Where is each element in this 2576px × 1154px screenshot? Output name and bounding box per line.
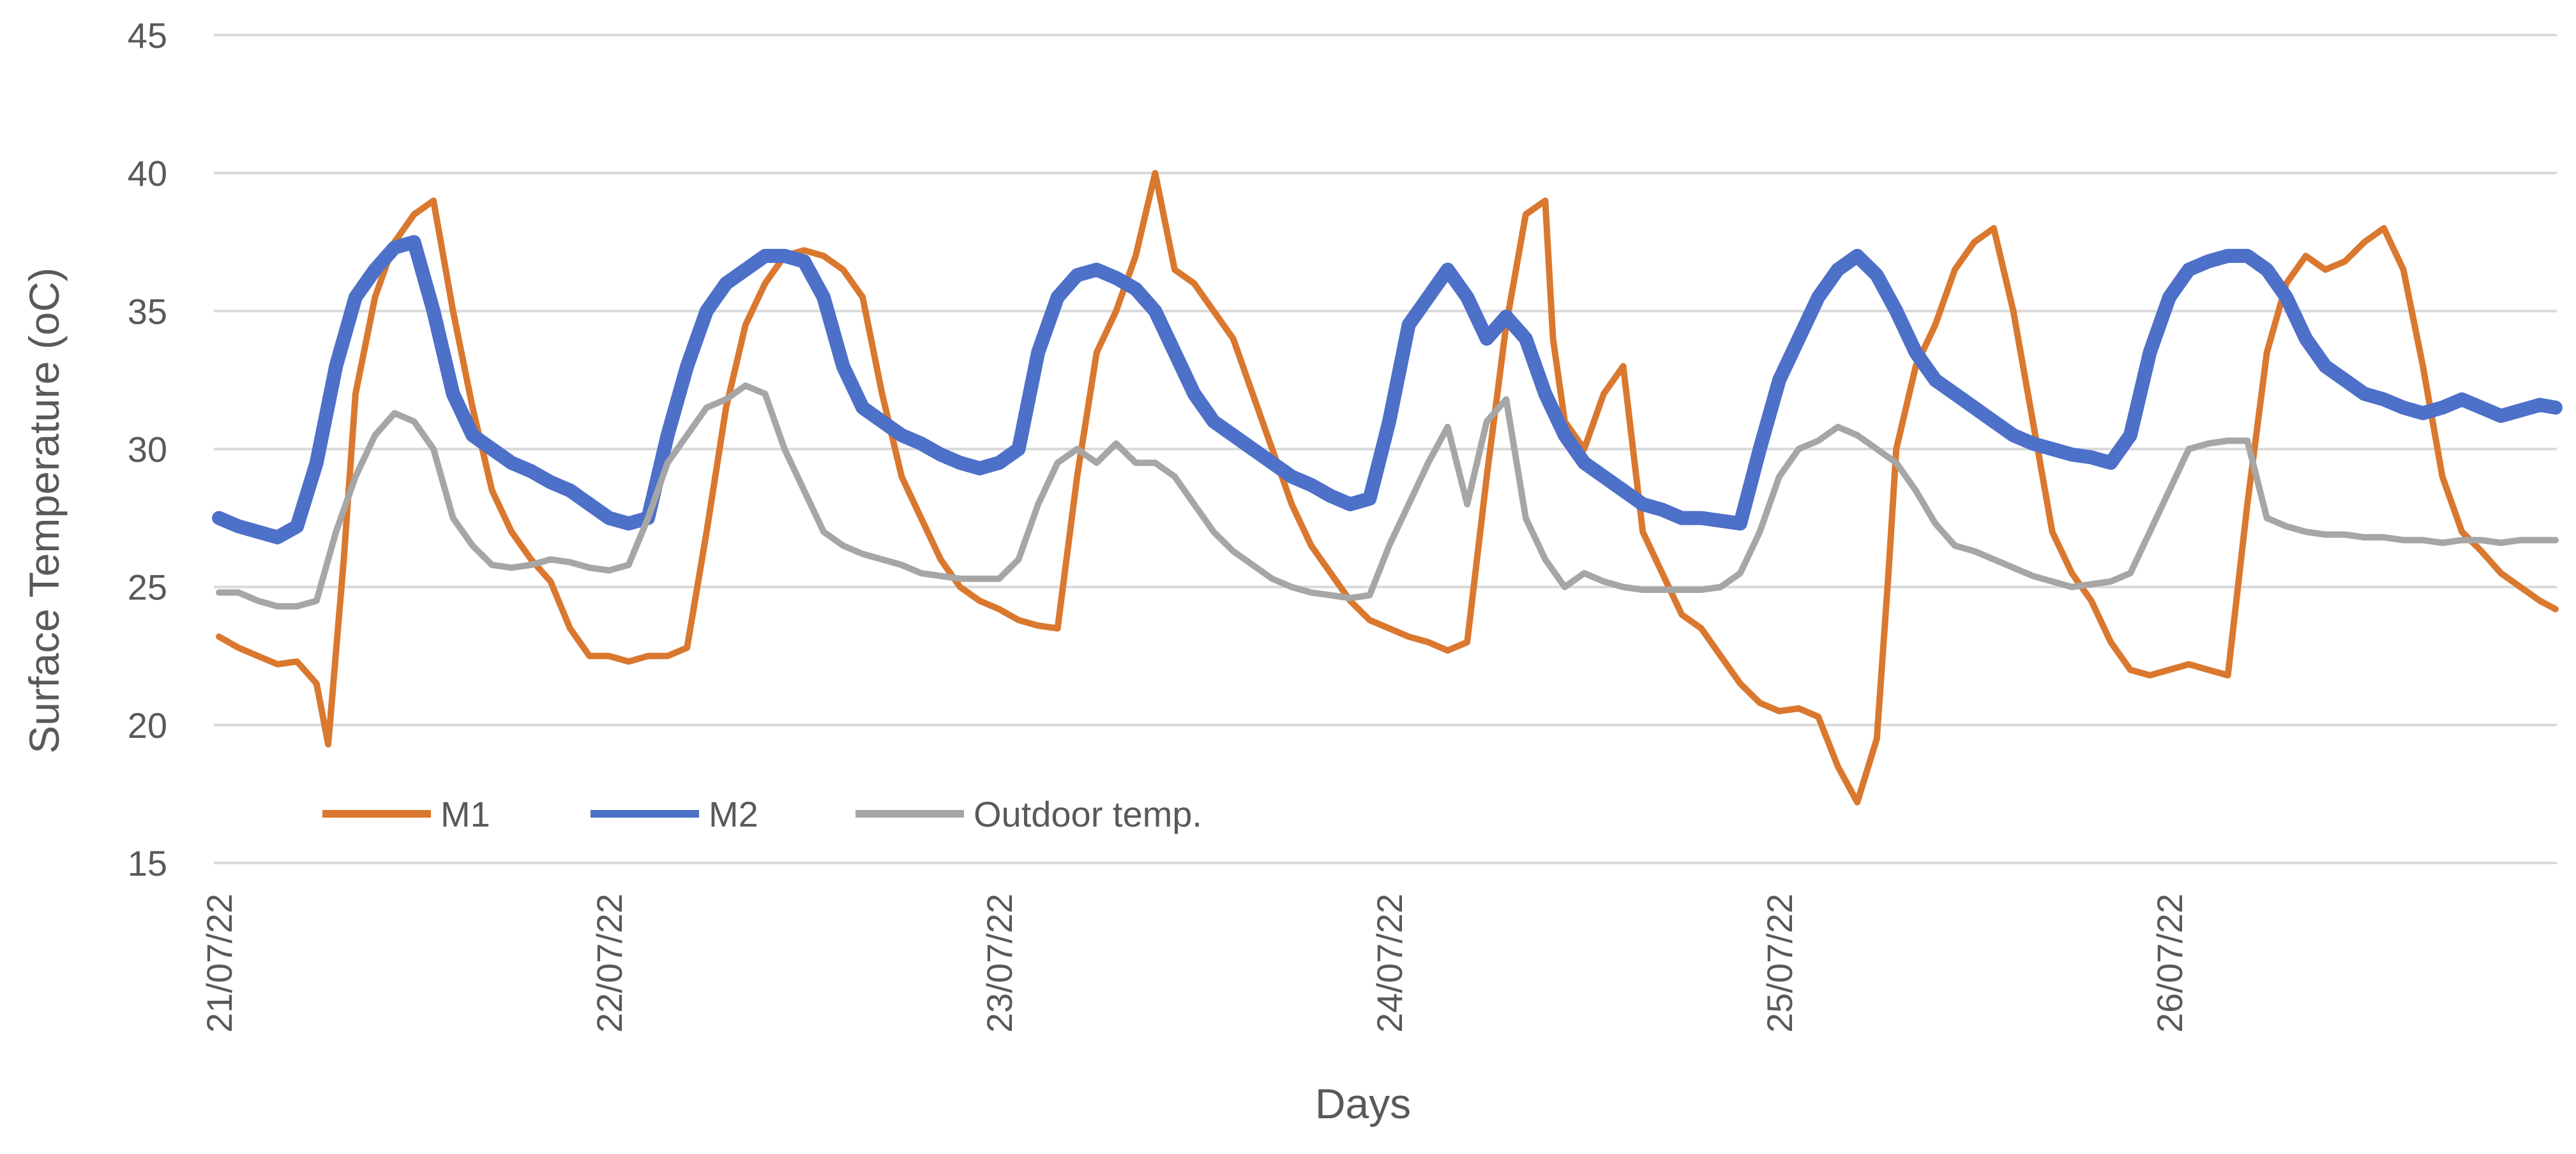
x-tick-label: 23/07/22 — [979, 894, 1020, 1033]
x-tick-label: 25/07/22 — [1759, 894, 1800, 1033]
y-tick-label: 40 — [128, 153, 167, 193]
x-axis-title: Days — [1315, 1080, 1411, 1127]
y-tick-label: 35 — [128, 291, 167, 331]
y-axis-title: Surface Temperature (oC) — [20, 267, 68, 754]
gridlines — [214, 34, 2557, 864]
y-tick-label: 15 — [128, 843, 167, 883]
legend-label: Outdoor temp. — [974, 794, 1202, 834]
series-line-outdoor-temp — [216, 382, 2559, 610]
x-tick-label: 24/07/22 — [1369, 894, 1410, 1033]
series-lines — [212, 170, 2563, 806]
x-axis-ticks: 21/07/22 22/07/22 23/07/22 24/07/22 25/07/22… — [199, 894, 2190, 1033]
legend: M1 M2 Outdoor temp. — [322, 794, 1202, 834]
y-tick-label: 20 — [128, 705, 167, 746]
x-tick-label: 21/07/22 — [199, 894, 239, 1033]
y-tick-label: 45 — [128, 15, 167, 56]
x-tick-label: 22/07/22 — [589, 894, 629, 1033]
y-axis-ticks: 15 20 25 30 35 40 45 — [128, 15, 167, 883]
x-tick-label: 26/07/22 — [2150, 894, 2190, 1033]
legend-label: M2 — [709, 794, 758, 834]
y-tick-label: 25 — [128, 567, 167, 608]
series-line-m1 — [216, 170, 2559, 806]
legend-label: M1 — [441, 794, 490, 834]
series-line-m2 — [212, 235, 2563, 544]
y-tick-label: 30 — [128, 430, 167, 470]
